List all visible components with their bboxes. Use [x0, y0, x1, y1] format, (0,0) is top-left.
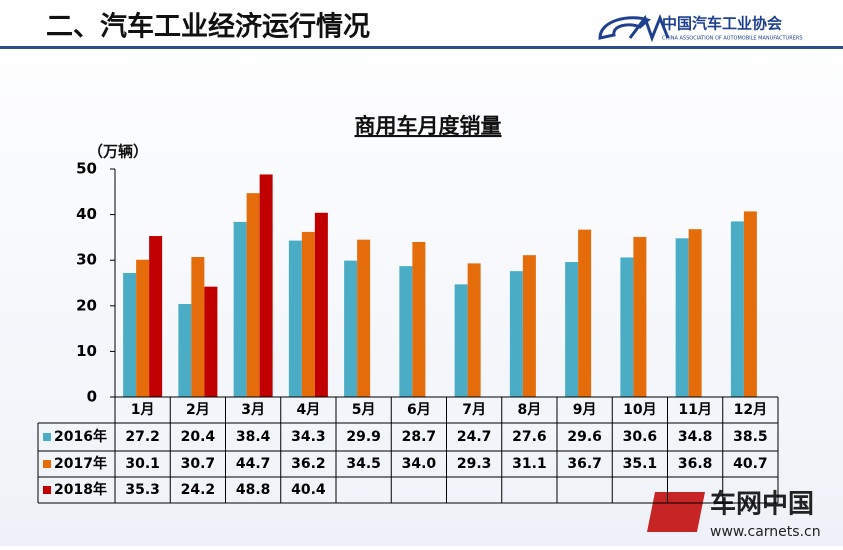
table-value: 30.6: [623, 429, 658, 445]
bar: [743, 211, 757, 397]
org-name: 中国汽车工业协会: [662, 15, 782, 33]
org-logo: [598, 13, 670, 43]
bar: [259, 174, 273, 397]
bar: [620, 257, 634, 397]
table-value: 34.5: [346, 456, 381, 472]
table-value: 34.8: [678, 429, 713, 445]
bar: [178, 303, 192, 397]
bar: [565, 262, 579, 397]
x-tick-label: 10月: [623, 402, 656, 418]
table-value: 40.4: [291, 482, 326, 498]
watermark-name: 车网中国: [710, 489, 814, 520]
bar: [136, 259, 150, 397]
legend-label: 2016年: [54, 428, 107, 445]
table-value: 44.7: [236, 456, 271, 472]
x-tick-label: 12月: [734, 402, 767, 418]
header-rule: [0, 46, 843, 49]
bar: [454, 284, 468, 397]
bar: [675, 238, 689, 397]
table-value: 40.7: [733, 456, 768, 472]
slide-title: 二、汽车工业经济运行情况: [46, 11, 370, 43]
x-tick-label: 4月: [297, 402, 321, 418]
watermark-url: www.carnets.cn: [710, 524, 821, 540]
x-tick-label: 11月: [678, 402, 711, 418]
bar: [204, 286, 218, 397]
bar: [233, 221, 247, 397]
table-value: 20.4: [181, 429, 216, 445]
watermark-logo: [647, 492, 705, 532]
bar: [633, 236, 647, 397]
x-tick-label: 9月: [573, 402, 597, 418]
table-value: 29.6: [567, 429, 602, 445]
bar: [123, 272, 137, 397]
legend-label: 2018年: [54, 481, 107, 498]
bar: [578, 229, 592, 397]
bar: [288, 240, 302, 397]
table-value: 27.2: [125, 429, 160, 445]
table-value: 24.2: [181, 482, 216, 498]
bar: [357, 239, 371, 397]
x-tick-label: 7月: [462, 402, 486, 418]
table-value: 35.1: [623, 456, 658, 472]
bar: [149, 236, 163, 397]
x-tick-label: 2月: [186, 402, 210, 418]
bar: [509, 271, 523, 397]
table-value: 30.7: [181, 456, 216, 472]
table-value: 27.6: [512, 429, 547, 445]
org-name-en: CHINA ASSOCIATION OF AUTOMOBILE MANUFACT…: [662, 36, 803, 42]
table-value: 38.4: [236, 429, 271, 445]
table-value: 36.7: [567, 456, 602, 472]
legend-label: 2017年: [54, 455, 107, 472]
x-tick-label: 5月: [352, 402, 376, 418]
y-tick-label: 40: [76, 205, 97, 223]
table-value: 35.3: [125, 482, 160, 498]
table-value: 34.3: [291, 429, 326, 445]
table-value: 29.3: [457, 456, 492, 472]
table-value: 36.8: [678, 456, 713, 472]
bar: [467, 263, 481, 397]
bar: [688, 229, 702, 397]
table-value: 48.8: [236, 482, 271, 498]
x-tick-label: 1月: [131, 402, 155, 418]
x-tick-label: 3月: [241, 402, 265, 418]
table-value: 36.2: [291, 456, 326, 472]
bar: [314, 212, 328, 397]
table-value: 30.1: [125, 456, 160, 472]
chart-title: 商用车月度销量: [355, 114, 502, 138]
y-axis-label: （万辆）: [88, 143, 148, 161]
legend-swatch: [43, 460, 51, 468]
y-tick-label: 0: [87, 388, 97, 406]
bar: [412, 241, 426, 397]
table-value: 31.1: [512, 456, 547, 472]
bar: [246, 193, 260, 397]
y-tick-label: 10: [76, 342, 97, 360]
x-tick-label: 8月: [518, 402, 542, 418]
y-tick-label: 30: [76, 251, 97, 269]
bar: [399, 266, 413, 397]
bar: [522, 255, 536, 397]
bar: [191, 257, 205, 397]
table-value: 24.7: [457, 429, 492, 445]
legend-swatch: [43, 433, 51, 441]
y-tick-label: 50: [76, 160, 97, 178]
bar: [730, 221, 744, 397]
bar: [301, 231, 315, 397]
table-value: 38.5: [733, 429, 768, 445]
y-tick-label: 20: [76, 296, 97, 314]
table-value: 34.0: [402, 456, 437, 472]
table-value: 28.7: [402, 429, 437, 445]
table-value: 29.9: [346, 429, 381, 445]
legend-swatch: [43, 486, 51, 494]
bar: [344, 260, 358, 397]
x-tick-label: 6月: [407, 402, 431, 418]
